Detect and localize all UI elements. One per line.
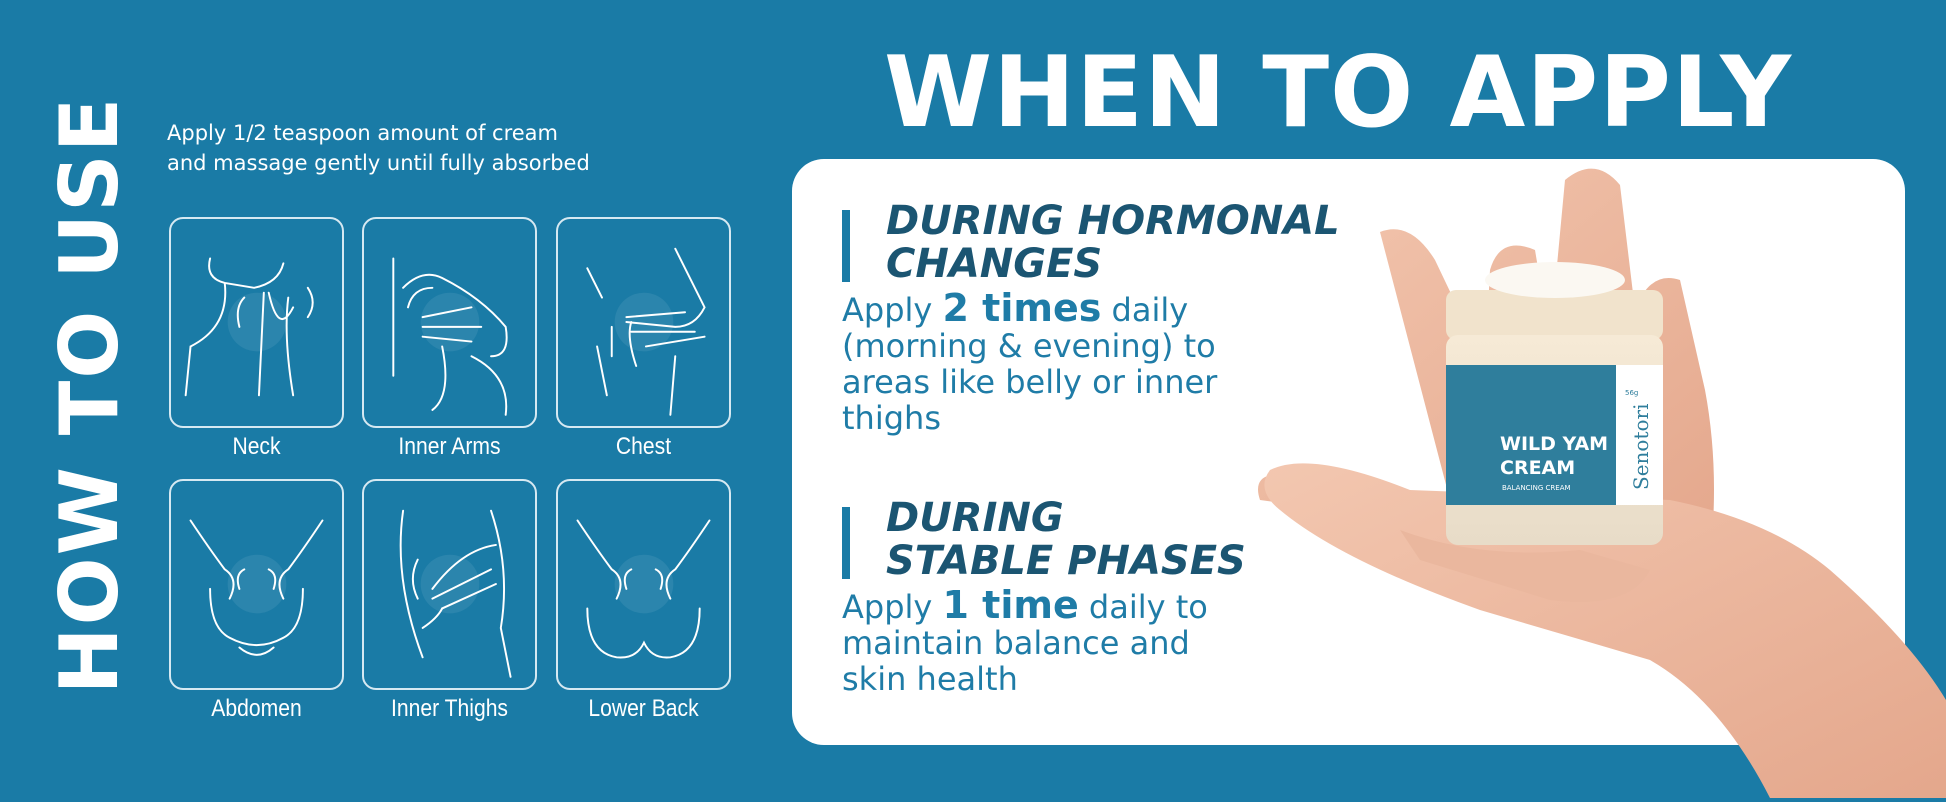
instruction-line: Apply 1/2 teaspoon amount of cream [167,121,558,145]
tile-inner-thighs [362,479,537,690]
product-brand: Senotori [1629,404,1653,491]
instruction-line: and massage gently until fully absorbed [167,151,590,175]
heading-line: DURING HORMONAL [886,198,1340,244]
tile-chest [556,217,731,428]
body-text: Apply [842,291,943,329]
inner-arms-massage-icon [392,257,508,416]
area-label: Inner Arms [398,433,501,460]
section-heading: DURING STABLE PHASES [886,497,1292,583]
product-name: CREAM [1500,457,1575,479]
heading-line: STABLE PHASES [886,538,1246,584]
section-body: Apply 1 time daily to maintain balance a… [842,586,1262,698]
body-text: daily to maintain balance and skin healt… [842,588,1208,698]
heading-line: DURING [886,495,1064,541]
inner-thighs-massage-icon [399,509,512,678]
section-stable-phases: DURING STABLE PHASES Apply 1 time daily t… [842,497,1292,697]
heading-line: CHANGES [886,241,1103,287]
area-label: Chest [615,433,672,460]
chest-massage-icon [586,247,706,416]
section-heading: DURING HORMONAL CHANGES [886,198,1340,287]
section-hormonal-changes: DURING HORMONAL CHANGES Apply 2 times dai… [842,198,1340,437]
tile-inner-arms [362,217,537,428]
product-subtitle: BALANCING CREAM [1502,484,1571,492]
tile-lower-back [556,479,731,690]
cream-jar: WILD YAM CREAM BALANCING CREAM 56g Senot… [1446,262,1663,545]
product-weight: 56g [1625,389,1638,397]
area-label: Abdomen [211,695,302,722]
body-text: Apply [842,588,943,626]
product-name: WILD YAM [1500,433,1608,455]
accent-bar [842,507,850,579]
body-text: daily (morning & evening) to areas like … [842,291,1218,437]
tile-abdomen [169,479,344,690]
tile-neck [169,217,344,428]
area-label: Inner Thighs [390,695,509,722]
lower-back-massage-icon [576,519,711,659]
when-to-apply-title: WHEN TO APPLY [884,36,1793,150]
abdomen-massage-icon [189,519,324,656]
accent-bar [842,210,850,282]
frequency-emphasis: 2 times [942,286,1102,330]
area-label: Neck [232,433,281,460]
neck-massage-icon [184,257,314,397]
section-body: Apply 2 times daily (morning & evening) … [842,289,1262,437]
hand-holding-jar-image: WILD YAM CREAM BALANCING CREAM 56g Senot… [1250,140,1946,798]
frequency-emphasis: 1 time [942,583,1079,627]
area-label: Lower Back [588,695,699,722]
how-to-use-title: HOW TO USE [43,95,136,695]
instruction-text: Apply 1/2 teaspoon amount of cream and m… [167,118,687,178]
